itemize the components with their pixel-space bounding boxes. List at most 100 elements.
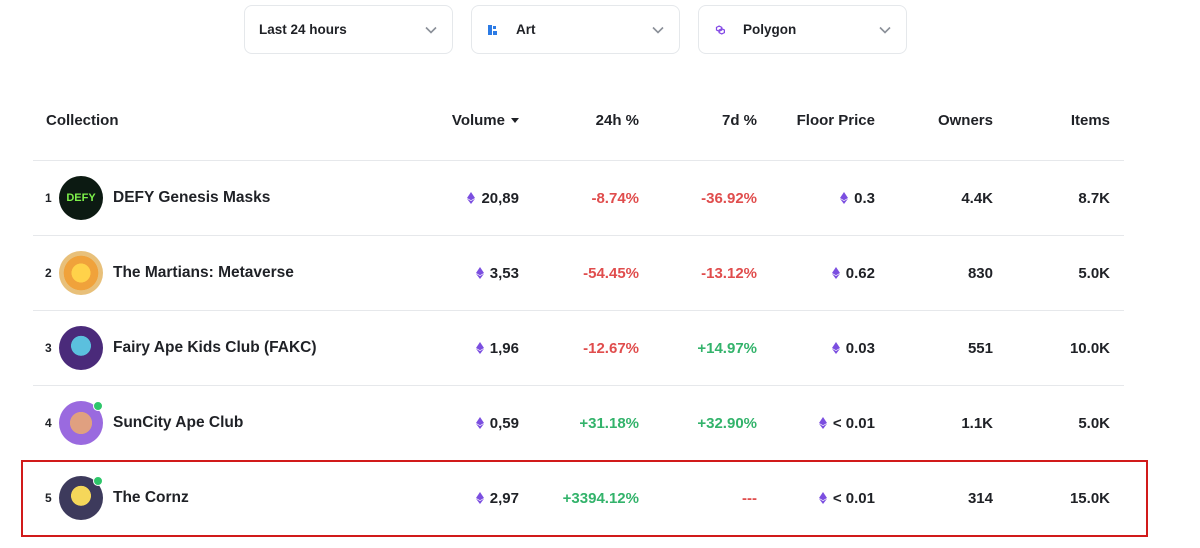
table-row[interactable]: 2 The Martians: Metaverse 3,53 -54.45% -13.1… (33, 235, 1124, 311)
owners-cell: 551 (889, 310, 1007, 386)
change-24h-cell: -54.45% (533, 235, 653, 311)
owners-cell: 4.4K (889, 160, 1007, 236)
time-range-select[interactable]: Last 24 hours (244, 5, 453, 54)
header-floor-price[interactable]: Floor Price (771, 80, 889, 161)
rankings-table: Collection Volume 24h % 7d % Floor Price… (33, 80, 1124, 536)
chevron-down-icon (878, 23, 892, 37)
avatar: DEFY (59, 176, 103, 220)
rank-number: 4 (45, 416, 52, 430)
eth-icon (840, 191, 849, 204)
table-header-row: Collection Volume 24h % 7d % Floor Price… (33, 80, 1124, 161)
change-7d-cell: +14.97% (653, 310, 771, 386)
collection-name[interactable]: DEFY Genesis Masks (113, 189, 271, 206)
polygon-icon (713, 23, 727, 37)
floor-price-cell: 0.3 (771, 160, 889, 236)
collection-cell[interactable]: 1 DEFY DEFY Genesis Masks (33, 160, 403, 236)
volume-cell: 1,96 (403, 310, 533, 386)
owners-cell: 1.1K (889, 385, 1007, 461)
floor-price-value: 0.3 (854, 189, 875, 207)
table-row[interactable]: 5 The Cornz 2,97 +3394.12% --- < 0.01 314 15.0K (33, 460, 1124, 536)
volume-value: 3,53 (489, 264, 519, 282)
collection-name[interactable]: SunCity Ape Club (113, 414, 244, 431)
header-items[interactable]: Items (1007, 80, 1124, 161)
floor-price-cell: < 0.01 (771, 385, 889, 461)
items-cell: 15.0K (1007, 460, 1124, 536)
owners-cell: 830 (889, 235, 1007, 311)
volume-value: 20,89 (481, 189, 519, 207)
eth-icon (818, 491, 827, 504)
avatar (59, 401, 103, 445)
sort-desc-icon (511, 117, 519, 123)
items-cell: 5.0K (1007, 385, 1124, 461)
collection-name[interactable]: The Martians: Metaverse (113, 264, 294, 281)
avatar (59, 251, 103, 295)
eth-icon (831, 266, 840, 279)
category-label: Art (516, 22, 536, 37)
eth-icon (467, 191, 476, 204)
eth-icon (818, 416, 827, 429)
chain-select[interactable]: Polygon (698, 5, 907, 54)
change-24h-cell: -8.74% (533, 160, 653, 236)
change-7d-cell: +32.90% (653, 385, 771, 461)
volume-value: 0,59 (489, 414, 519, 432)
owners-cell: 314 (889, 460, 1007, 536)
art-icon (486, 23, 500, 37)
items-cell: 8.7K (1007, 160, 1124, 236)
collection-name[interactable]: Fairy Ape Kids Club (FAKC) (113, 339, 317, 356)
change-24h-cell: -12.67% (533, 310, 653, 386)
eth-icon (475, 341, 484, 354)
floor-price-value: 0.03 (845, 339, 875, 357)
avatar-text: DEFY (66, 192, 96, 204)
rank-number: 1 (45, 191, 52, 205)
chevron-down-icon (651, 23, 665, 37)
volume-cell: 2,97 (403, 460, 533, 536)
collection-cell[interactable]: 4 SunCity Ape Club (33, 385, 403, 461)
volume-value: 1,96 (489, 339, 519, 357)
volume-cell: 0,59 (403, 385, 533, 461)
floor-price-cell: < 0.01 (771, 460, 889, 536)
change-7d-cell: -36.92% (653, 160, 771, 236)
verified-dot-icon (93, 401, 103, 411)
header-volume-label: Volume (451, 111, 505, 129)
table-row[interactable]: 4 SunCity Ape Club 0,59 +31.18% +32.90% < 0.0… (33, 385, 1124, 461)
header-collection: Collection (33, 80, 403, 161)
volume-cell: 20,89 (403, 160, 533, 236)
floor-price-value: < 0.01 (832, 489, 875, 507)
eth-icon (475, 416, 484, 429)
rank-number: 5 (45, 491, 52, 505)
floor-price-value: < 0.01 (832, 414, 875, 432)
verified-dot-icon (93, 476, 103, 486)
chevron-down-icon (424, 23, 438, 37)
chain-label: Polygon (743, 22, 797, 37)
eth-icon (475, 266, 484, 279)
volume-cell: 3,53 (403, 235, 533, 311)
floor-price-cell: 0.62 (771, 235, 889, 311)
category-select[interactable]: Art (471, 5, 680, 54)
header-24h[interactable]: 24h % (533, 80, 653, 161)
eth-icon (475, 491, 484, 504)
collection-name[interactable]: The Cornz (113, 489, 189, 506)
items-cell: 10.0K (1007, 310, 1124, 386)
items-cell: 5.0K (1007, 235, 1124, 311)
header-owners[interactable]: Owners (889, 80, 1007, 161)
volume-value: 2,97 (489, 489, 519, 507)
rank-number: 3 (45, 341, 52, 355)
collection-cell[interactable]: 3 Fairy Ape Kids Club (FAKC) (33, 310, 403, 386)
avatar (59, 326, 103, 370)
change-24h-cell: +3394.12% (533, 460, 653, 536)
collection-cell[interactable]: 2 The Martians: Metaverse (33, 235, 403, 311)
change-7d-cell: -13.12% (653, 235, 771, 311)
header-7d[interactable]: 7d % (653, 80, 771, 161)
eth-icon (831, 341, 840, 354)
table-row[interactable]: 3 Fairy Ape Kids Club (FAKC) 1,96 -12.67% +1… (33, 310, 1124, 386)
rank-number: 2 (45, 266, 52, 280)
floor-price-value: 0.62 (845, 264, 875, 282)
change-7d-cell: --- (653, 460, 771, 536)
table-row[interactable]: 1 DEFY DEFY Genesis Masks 20,89 -8.74% -36.92… (33, 160, 1124, 236)
header-volume[interactable]: Volume (403, 80, 533, 161)
avatar (59, 476, 103, 520)
collection-cell[interactable]: 5 The Cornz (33, 460, 403, 536)
filter-bar: Last 24 hours Art Polygon (244, 5, 907, 54)
time-range-label: Last 24 hours (259, 22, 347, 37)
change-24h-cell: +31.18% (533, 385, 653, 461)
